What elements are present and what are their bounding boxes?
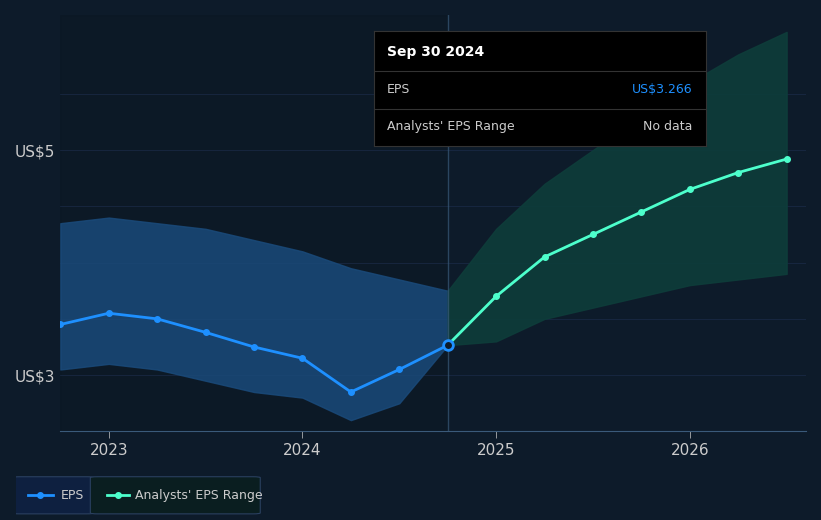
Text: Actual: Actual [402, 62, 446, 76]
Bar [61, 15, 447, 432]
Text: EPS: EPS [61, 489, 84, 502]
FancyBboxPatch shape [90, 477, 260, 514]
Text: Analysts' EPS Range: Analysts' EPS Range [135, 489, 262, 502]
FancyBboxPatch shape [13, 477, 94, 514]
Text: Analysts Forecasts: Analysts Forecasts [450, 62, 579, 76]
Text: Analysts' EPS Range: Analysts' EPS Range [387, 121, 515, 134]
Text: US$3.266: US$3.266 [632, 83, 693, 96]
Text: Sep 30 2024: Sep 30 2024 [387, 45, 484, 59]
Text: EPS: EPS [387, 83, 410, 96]
Text: No data: No data [644, 121, 693, 134]
